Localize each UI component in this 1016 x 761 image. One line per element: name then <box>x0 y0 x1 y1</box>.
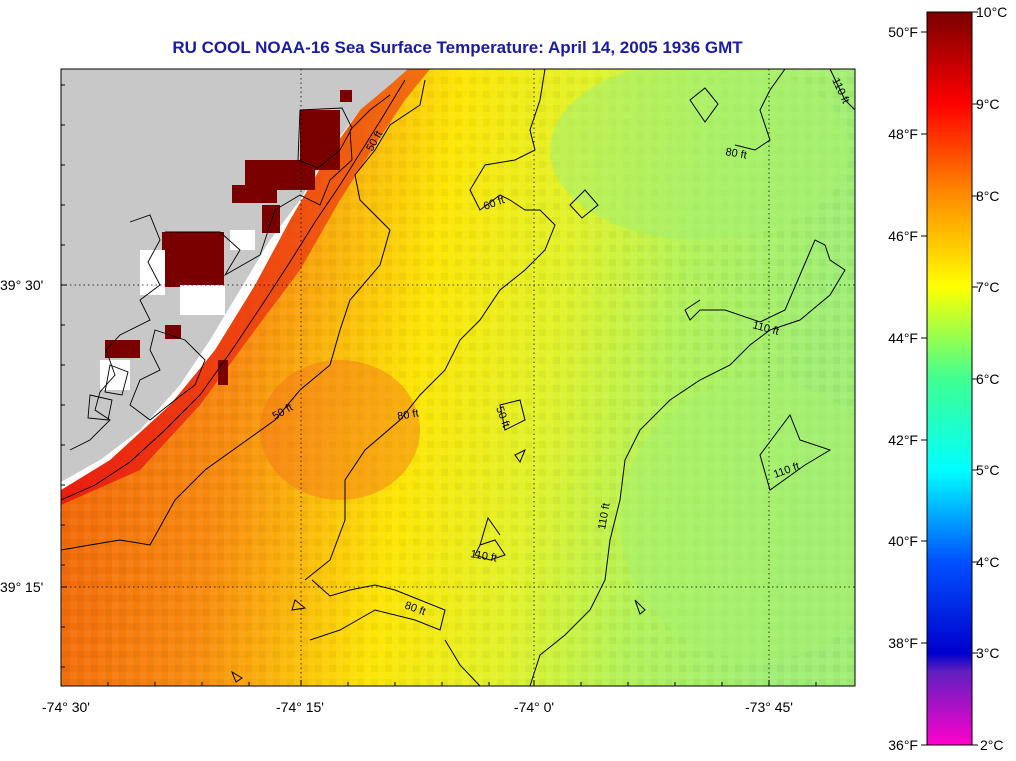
marsh-patches <box>100 230 255 390</box>
x-tick-label: -74° 30' <box>42 699 90 715</box>
x-tick-label: -74° 0' <box>514 699 554 715</box>
graticule <box>61 69 855 686</box>
fahrenheit-tick: 36°F <box>888 737 918 753</box>
cool-patch <box>620 380 855 660</box>
celsius-tick: 3°C <box>976 645 1000 661</box>
fahrenheit-tick: 46°F <box>888 228 918 244</box>
cloud-blocks <box>105 90 352 385</box>
cool-patch <box>550 69 850 240</box>
celsius-tick: 2°C <box>980 737 1004 753</box>
fahrenheit-tick: 40°F <box>888 533 918 549</box>
celsius-tick: 8°C <box>976 188 1000 204</box>
colorbar-fahrenheit-labels: 50°F 48°F 46°F 44°F 42°F 40°F 38°F 36°F <box>888 24 918 753</box>
bathymetry-contours <box>60 68 856 687</box>
x-tick-label: -73° 45' <box>745 699 793 715</box>
celsius-tick: 4°C <box>976 554 1000 570</box>
colorbar-scale <box>926 11 973 746</box>
fahrenheit-tick: 38°F <box>888 635 918 651</box>
fahrenheit-tick: 50°F <box>888 24 918 40</box>
map-title: RU COOL NOAA-16 Sea Surface Temperature:… <box>172 38 743 57</box>
celsius-tick: 6°C <box>976 371 1000 387</box>
contour-label: 110 ft <box>596 502 612 530</box>
contour-label: 80 ft <box>396 407 419 423</box>
celsius-tick: 10°C <box>976 4 1007 20</box>
axis-labels: 39° 30' 39° 15' -74° 30' -74° 15' -74° 0… <box>0 277 793 715</box>
contour-label: 110 ft <box>469 548 497 564</box>
celsius-tick: 9°C <box>976 96 1000 112</box>
land-mass <box>61 69 408 482</box>
fahrenheit-tick: 48°F <box>888 126 918 142</box>
fahrenheit-tick: 42°F <box>888 432 918 448</box>
map-plot-area <box>61 69 855 686</box>
celsius-tick: 7°C <box>976 279 1000 295</box>
axis-ticks <box>60 84 817 686</box>
celsius-tick: 5°C <box>976 462 1000 478</box>
colorbar: 50°F 48°F 46°F 44°F 42°F 40°F 38°F 36°F … <box>888 4 1007 753</box>
warm-patch <box>260 360 420 500</box>
y-tick-label: 39° 30' <box>0 277 43 293</box>
contour-label: 80 ft <box>724 146 747 162</box>
x-tick-label: -74° 15' <box>276 699 324 715</box>
fahrenheit-tick: 44°F <box>888 330 918 346</box>
coastline <box>61 79 406 501</box>
colorbar-celsius-labels: 10°C 9°C 8°C 7°C 6°C 5°C 4°C 3°C 2°C <box>976 4 1007 753</box>
nearshore-warm-band <box>61 69 430 505</box>
plot-frame <box>60 68 856 687</box>
y-tick-label: 39° 15' <box>0 579 43 595</box>
